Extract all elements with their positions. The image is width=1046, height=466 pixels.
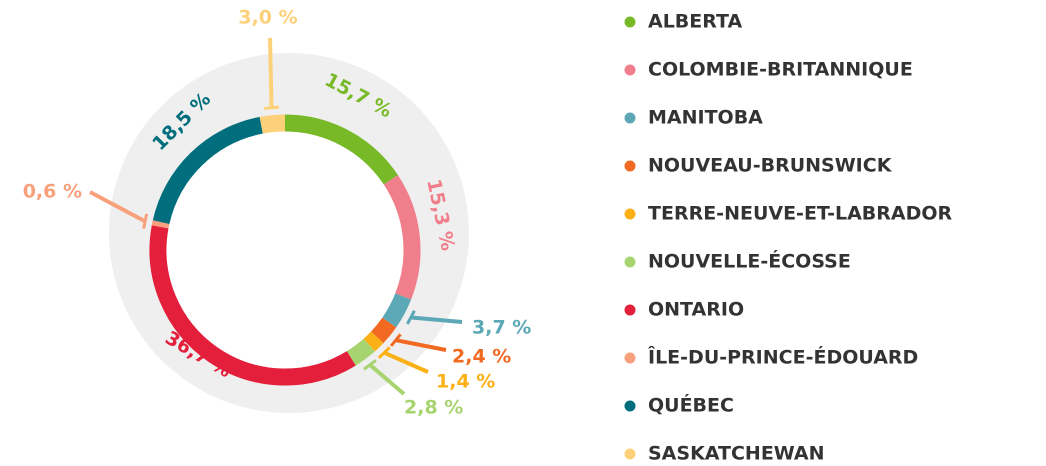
data-label: 1,4 % xyxy=(436,371,495,393)
leader-line xyxy=(395,338,447,352)
legend-dot xyxy=(624,256,636,268)
leader-line xyxy=(410,315,463,324)
leader-line xyxy=(89,190,146,224)
donut-segment xyxy=(152,116,263,225)
legend-label: NOUVELLE-ÉCOSSE xyxy=(648,250,851,273)
donut-hole xyxy=(166,131,404,369)
leader-cap xyxy=(363,359,377,371)
legend-dot xyxy=(624,16,636,28)
leader-cap xyxy=(142,213,149,229)
leader-line xyxy=(368,363,406,396)
legend-label: SASKATCHEWAN xyxy=(648,443,825,465)
legend-label: ONTARIO xyxy=(648,299,744,321)
data-label: 3,0 % xyxy=(238,7,297,29)
data-label: 0,6 % xyxy=(23,181,82,203)
leader-line xyxy=(268,37,274,108)
legend-dot xyxy=(624,400,636,412)
donut-segment xyxy=(370,317,397,344)
legend-dot xyxy=(624,64,636,76)
donut-segment xyxy=(151,220,170,229)
donut-segment xyxy=(259,114,286,134)
donut-segment xyxy=(346,338,375,366)
legend-label: COLOMBIE-BRITANNIQUE xyxy=(648,59,913,81)
donut-segment xyxy=(149,225,356,386)
legend-dot xyxy=(624,160,636,172)
donut-segment xyxy=(383,175,421,300)
data-label: 3,7 % xyxy=(472,317,531,339)
leader-line xyxy=(383,350,429,374)
leader-cap xyxy=(406,310,416,325)
donut-segment xyxy=(382,293,412,328)
legend-dot xyxy=(624,352,636,364)
legend-label: QUÉBEC xyxy=(648,394,734,417)
legend-dot xyxy=(624,448,636,460)
legend-dot xyxy=(624,112,636,124)
leader-cap xyxy=(389,333,402,347)
legend-dot xyxy=(624,208,636,220)
legend-label: NOUVEAU-BRUNSWICK xyxy=(648,155,893,177)
leader-cap xyxy=(263,105,280,111)
legend-label: ÎLE-DU-PRINCE-ÉDOUARD xyxy=(648,346,918,369)
legend-dot xyxy=(624,304,636,316)
donut-segment xyxy=(363,331,384,352)
leader-cap xyxy=(377,346,391,359)
legend-label: MANITOBA xyxy=(648,107,763,129)
legend-label: TERRE-NEUVE-ET-LABRADOR xyxy=(648,203,953,225)
donut-segment xyxy=(284,114,398,185)
data-label: 2,8 % xyxy=(404,397,463,419)
data-label: 2,4 % xyxy=(452,346,511,368)
legend-label: ALBERTA xyxy=(648,11,743,33)
